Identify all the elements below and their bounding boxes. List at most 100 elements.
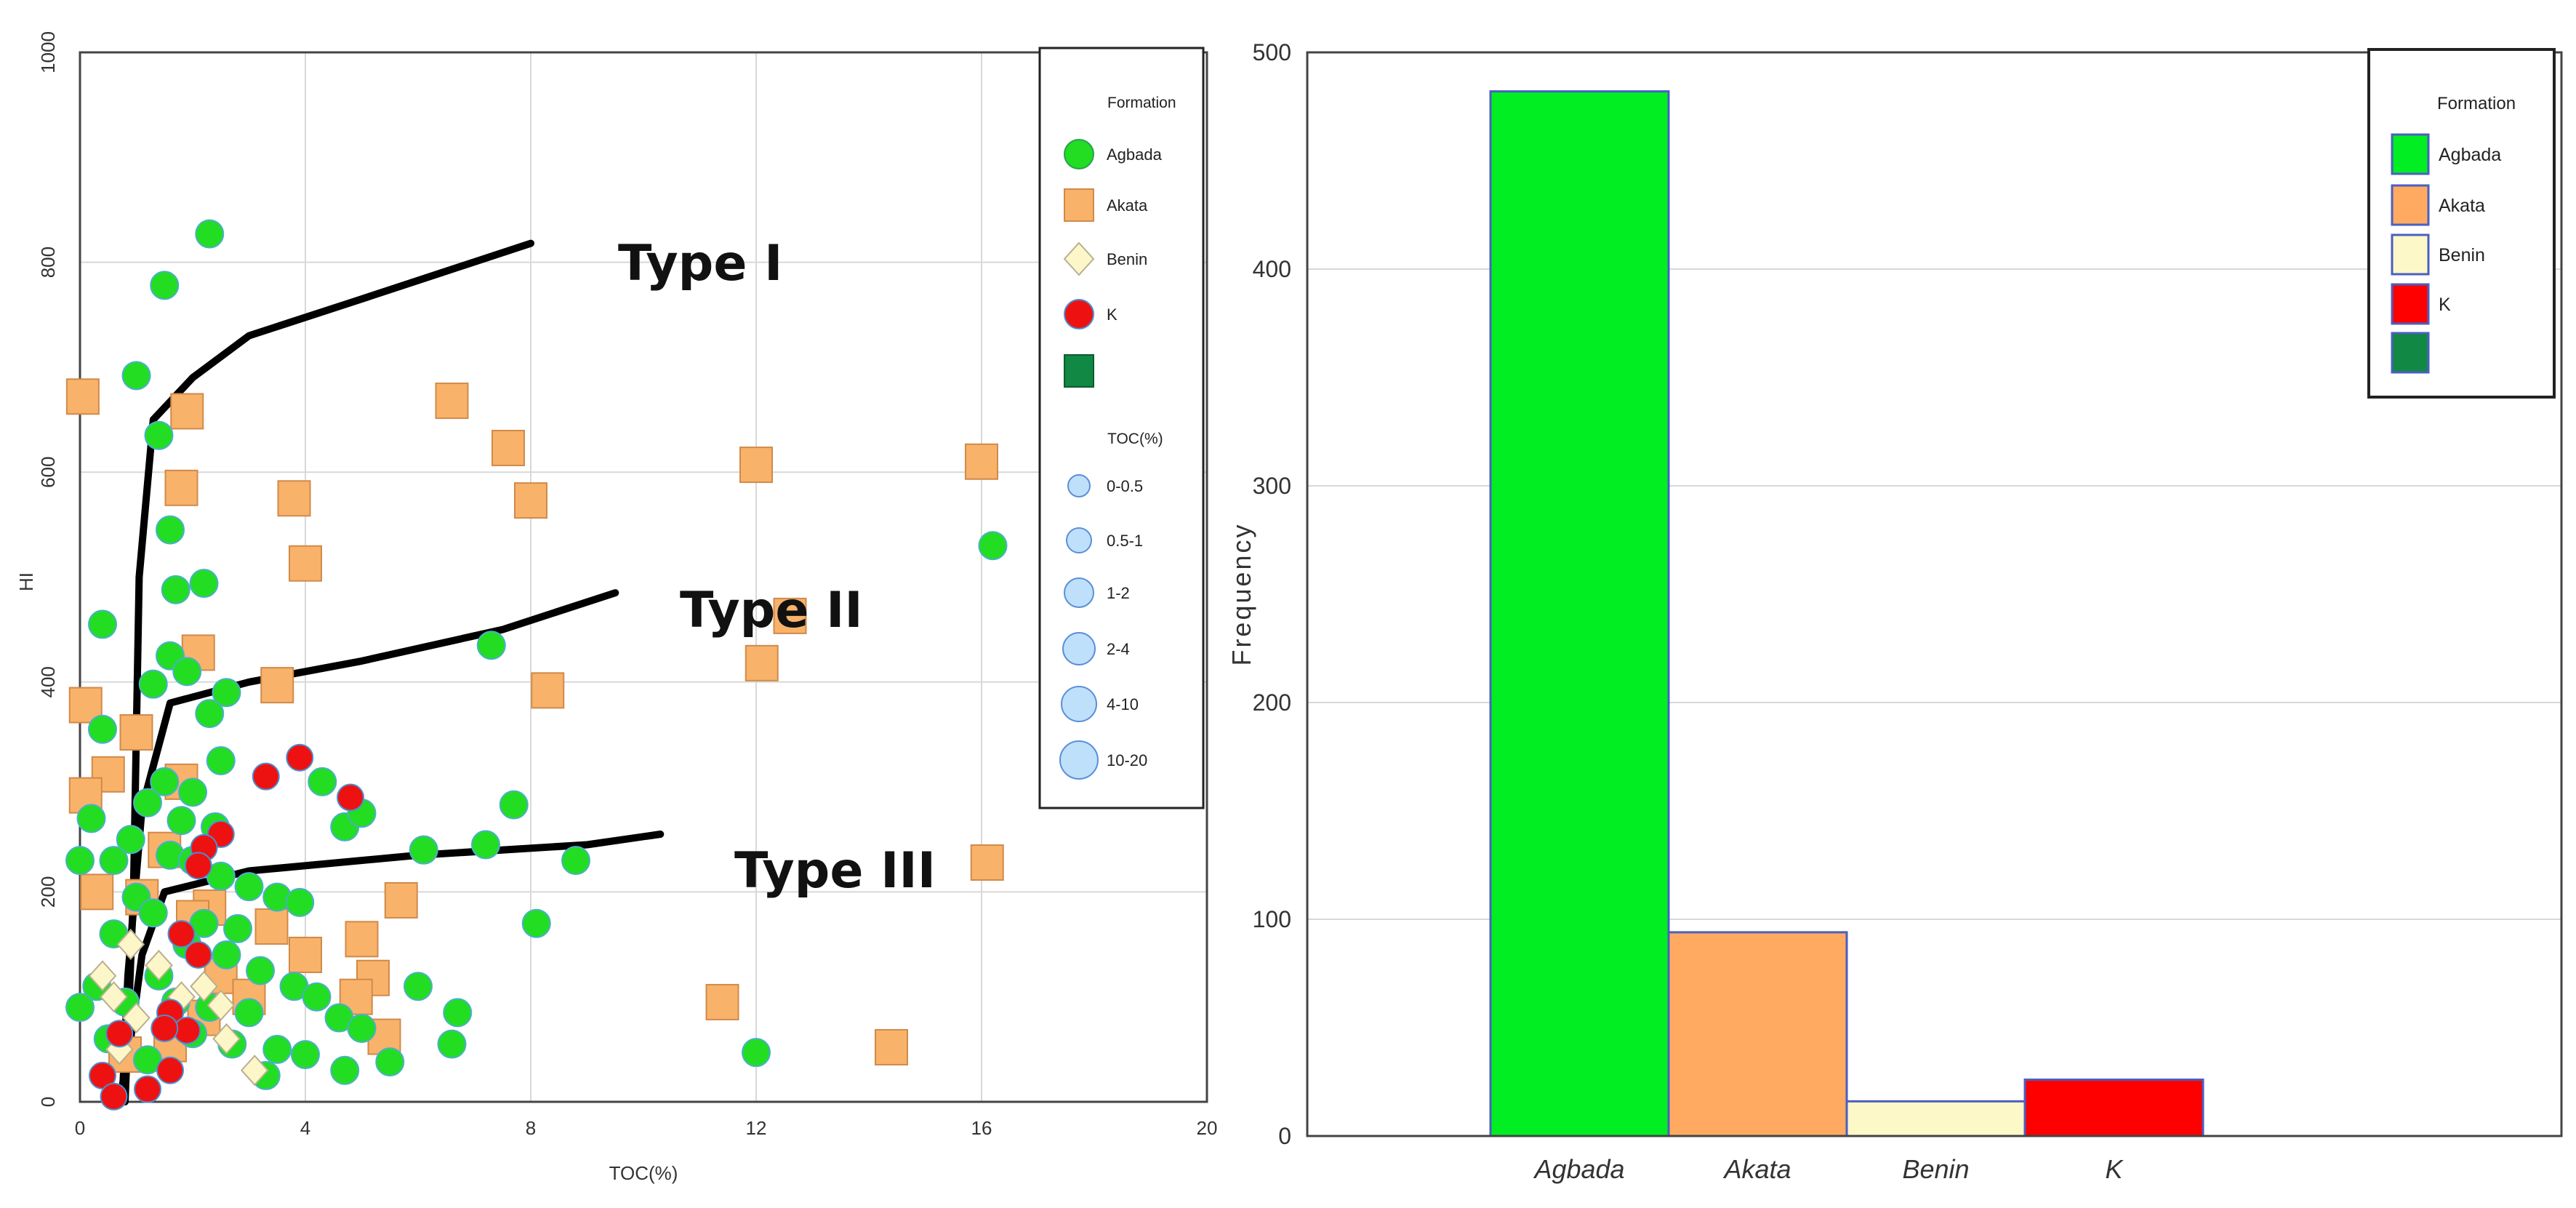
k-point [167,920,196,948]
agbada-point [144,420,174,450]
bar-legend-unnamed-swatch [2391,332,2430,374]
bar-y-tick-label: 100 [1253,906,1291,932]
agbada-point [206,746,236,776]
agbada-point [88,609,117,639]
agbada-point [172,657,202,687]
agbada-point [262,1034,292,1064]
akata-point [289,545,322,582]
agbada-point [291,1040,320,1070]
kerogen-type-label: Type I [618,235,782,292]
benin-point [88,960,117,992]
k-point [184,940,212,969]
benin-point [145,949,173,981]
legend-size-marker [1064,577,1094,608]
akata-point [965,443,998,480]
agbada-point [308,767,337,796]
benin-point [240,1055,269,1087]
legend-size-marker [1067,474,1091,497]
bar-category-label: Akata [1722,1154,1791,1184]
legend-entry-label: Benin [1107,250,1147,268]
bar-legend-label: Akata [2439,196,2485,216]
agbada-point [347,1013,377,1043]
akata-point [745,644,779,681]
agbada-point [561,846,590,876]
scatter-legend-entries: Agbada Akata Benin K [1063,139,1163,388]
akata-point [773,597,807,634]
akata-point [254,908,289,945]
scatter-x-tick-label: 8 [526,1117,536,1139]
scatter-x-axis-label: TOC(%) [609,1162,678,1184]
k-point [252,762,280,791]
akata-point [289,936,322,973]
agbada-point [195,699,225,729]
scatter-x-tick-label: 0 [75,1117,85,1139]
legend-size-label: 1-2 [1107,584,1130,602]
k-point [100,1082,128,1111]
agbada-point [223,913,252,943]
agbada-point [521,908,551,938]
scatter-gridlines [79,52,1208,1103]
benin-point [212,1023,241,1055]
legend-k-marker [1064,299,1094,329]
legend-size-label: 4-10 [1107,695,1139,713]
scatter-points [65,219,1008,1111]
agbada-point [978,531,1008,561]
agbada-point [121,361,151,391]
scatter-x-tick-label: 20 [1197,1117,1218,1139]
agbada-point [161,575,190,604]
scatter-y-tick-label: 600 [37,457,59,488]
akata-point [65,378,100,415]
akata-point [705,983,739,1020]
bar-legend-label: Agbada [2439,145,2501,165]
agbada-point [330,1055,360,1085]
k-point [134,1075,161,1103]
agbada-point [409,835,438,865]
benin-point [206,989,236,1021]
akata-point [170,393,204,430]
scatter-plot-frame [79,51,1208,1103]
legend-unnamed-marker [1064,354,1094,388]
scatter-y-tick-label: 800 [37,247,59,278]
scatter-legend-size-entries: 0-0.5 0.5-1 1-2 2-4 4-10 10-20 [1059,474,1147,780]
agbada-point [437,1029,467,1059]
agbada-point [443,998,473,1028]
bar-legend-swatch [2391,233,2430,276]
k-point [337,783,364,812]
kerogen-type-labels: Type I Type II Type III [618,235,936,900]
agbada-point [212,940,241,969]
bar-y-axis-label: Frequency [1227,522,1256,665]
legend-size-marker [1066,527,1092,553]
scatter-y-tick-label: 1000 [37,31,59,73]
scatter-x-tick-label: 4 [300,1117,310,1139]
agbada-point [195,219,225,249]
agbada-point [76,804,106,833]
kerogen-type-label: Type III [734,842,936,900]
akata-point [970,844,1004,881]
legend-size-label: 0.5-1 [1107,532,1143,550]
scatter-y-tick-label: 200 [37,876,59,908]
scatter-legend: Formation Agbada Akata Benin K TOC(%) 0-0.5… [1038,47,1205,809]
scatter-x-tick-label: 16 [971,1117,992,1139]
akata-point [277,480,311,517]
agbada-point [88,714,117,744]
bar-k [2023,1079,2204,1137]
legend-size-marker [1062,632,1096,665]
legend-agbada-marker [1064,139,1094,169]
agbada-point [65,993,95,1023]
benin-point [116,929,145,961]
akata-point [260,667,294,704]
agbada-point [246,956,275,985]
scatter-x-tick-label: 12 [746,1117,767,1139]
agbada-point [116,825,145,855]
legend-size-marker [1059,740,1099,780]
akata-point [384,881,418,919]
akata-point [345,921,379,958]
k-point [151,1014,179,1042]
scatter-legend-box [1038,47,1205,809]
bar-y-tick-label: 200 [1253,689,1291,716]
agbada-point [138,669,168,699]
akata-point [491,430,525,467]
akata-point [875,1028,908,1065]
